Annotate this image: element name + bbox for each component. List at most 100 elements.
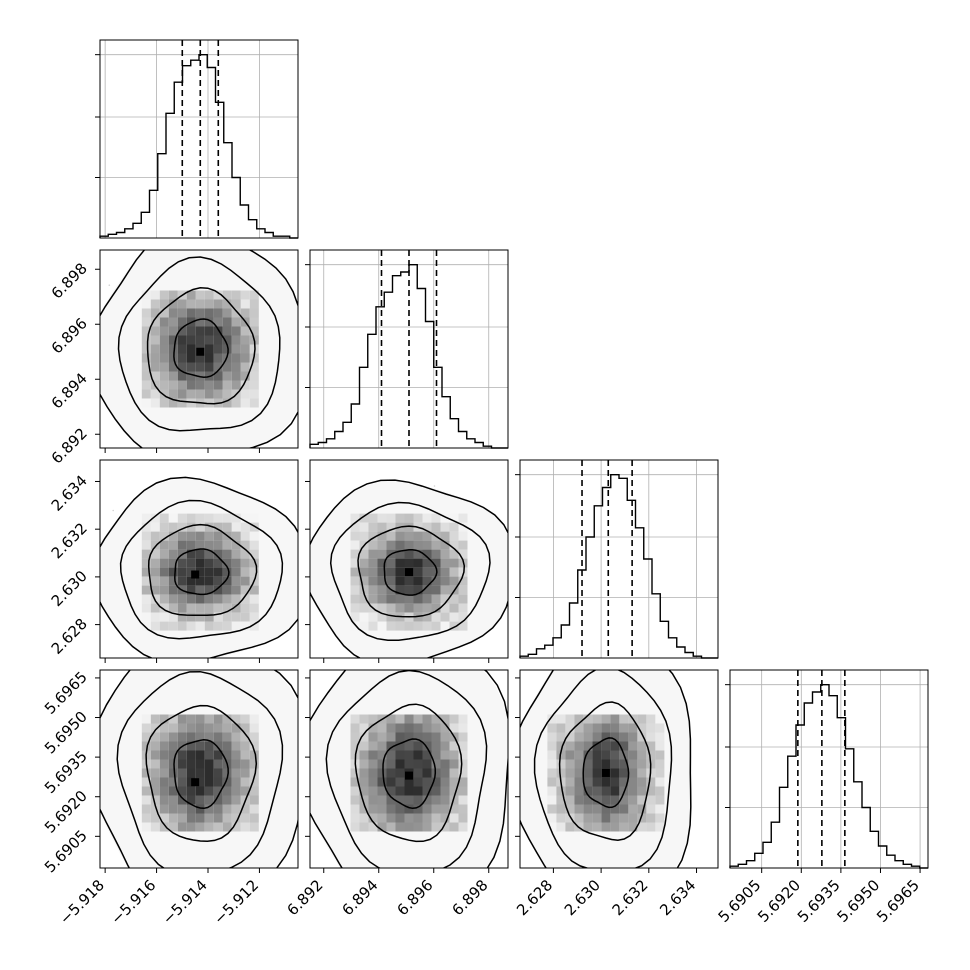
density-cell <box>150 585 160 595</box>
density-cell <box>231 380 241 390</box>
panel-frame <box>99 39 299 239</box>
density-cell <box>168 585 178 595</box>
density-cell <box>204 594 214 604</box>
density-cell <box>249 398 259 408</box>
density-cell <box>231 344 241 354</box>
density-cell <box>159 299 169 309</box>
density-cell <box>141 371 151 381</box>
density-cell <box>159 308 169 318</box>
density-cell <box>249 594 259 604</box>
density-cell <box>186 389 196 399</box>
density-cell <box>150 603 160 613</box>
density-cell <box>150 531 160 541</box>
density-cell <box>159 549 169 559</box>
density-cell <box>231 549 241 559</box>
density-cell <box>213 299 223 309</box>
histogram-step-2 <box>519 473 718 659</box>
density-cell <box>186 576 196 586</box>
density-cell <box>195 335 205 345</box>
density-cell <box>222 380 232 390</box>
density-cell <box>231 353 241 363</box>
density-cell <box>159 531 169 541</box>
density-cell <box>204 299 214 309</box>
density-cell <box>159 621 169 631</box>
density-cell <box>222 308 232 318</box>
density-cell <box>231 531 241 541</box>
density-cell <box>141 299 151 309</box>
density-cell <box>204 558 214 568</box>
density-cell <box>204 317 214 327</box>
density-cell <box>240 326 250 336</box>
density-cell <box>240 603 250 613</box>
density-cell <box>186 531 196 541</box>
density-cell <box>186 603 196 613</box>
density-cell <box>177 371 187 381</box>
density-cell <box>168 398 178 408</box>
density-cell <box>168 326 178 336</box>
density-cell <box>195 612 205 622</box>
density-cell <box>195 362 205 372</box>
density-cell <box>159 353 169 363</box>
density-cell <box>222 317 232 327</box>
density-cell <box>249 585 259 595</box>
density-cell <box>204 585 214 595</box>
density-cell <box>159 558 169 568</box>
density-cell <box>159 398 169 408</box>
density-cell <box>177 326 187 336</box>
density-cell <box>186 522 196 532</box>
sample-point <box>246 452 248 454</box>
panel-frame <box>729 669 929 869</box>
density-cell <box>150 317 160 327</box>
density-cell <box>204 522 214 532</box>
density-cell <box>213 621 223 631</box>
density-cell <box>141 576 151 586</box>
density-cell <box>240 540 250 550</box>
density-cell <box>240 362 250 372</box>
density-cell <box>150 353 160 363</box>
density-cell <box>150 621 160 631</box>
contour-line-1 <box>146 287 256 405</box>
density-cell <box>177 335 187 345</box>
density-cell <box>240 585 250 595</box>
density-cell <box>213 540 223 550</box>
density-cell <box>195 326 205 336</box>
density-cell <box>195 576 205 586</box>
density-cell <box>159 540 169 550</box>
density-cell <box>186 344 196 354</box>
density-cell <box>240 612 250 622</box>
density-cell <box>186 621 196 631</box>
histogram-step-1 <box>309 263 508 449</box>
density-cell <box>141 585 151 595</box>
density-cell <box>222 612 232 622</box>
density-cell <box>249 621 259 631</box>
density-cell <box>240 335 250 345</box>
density-cell <box>159 567 169 577</box>
density-cell <box>240 353 250 363</box>
histogram-step-0 <box>99 53 298 239</box>
density-cell <box>168 522 178 532</box>
scatter-panel-0-2 <box>95 459 299 663</box>
density-cell <box>249 612 259 622</box>
density-cell <box>231 522 241 532</box>
density-cell <box>177 603 187 613</box>
density-cell <box>141 308 151 318</box>
density-cell <box>159 362 169 372</box>
density-cell <box>231 603 241 613</box>
density-cell <box>204 540 214 550</box>
density-cell <box>195 531 205 541</box>
density-cell <box>186 290 196 300</box>
density-cell <box>222 335 232 345</box>
density-cell <box>168 362 178 372</box>
density-cell <box>231 299 241 309</box>
density-cell <box>159 513 169 523</box>
density-cell <box>150 398 160 408</box>
density-cell <box>222 344 232 354</box>
density-cell <box>150 335 160 345</box>
density-cell <box>231 594 241 604</box>
density-cell <box>249 558 259 568</box>
density-cell <box>222 594 232 604</box>
density-cell <box>240 389 250 399</box>
contour-line-0 <box>174 548 230 596</box>
density-cell <box>186 299 196 309</box>
density-cell <box>240 621 250 631</box>
